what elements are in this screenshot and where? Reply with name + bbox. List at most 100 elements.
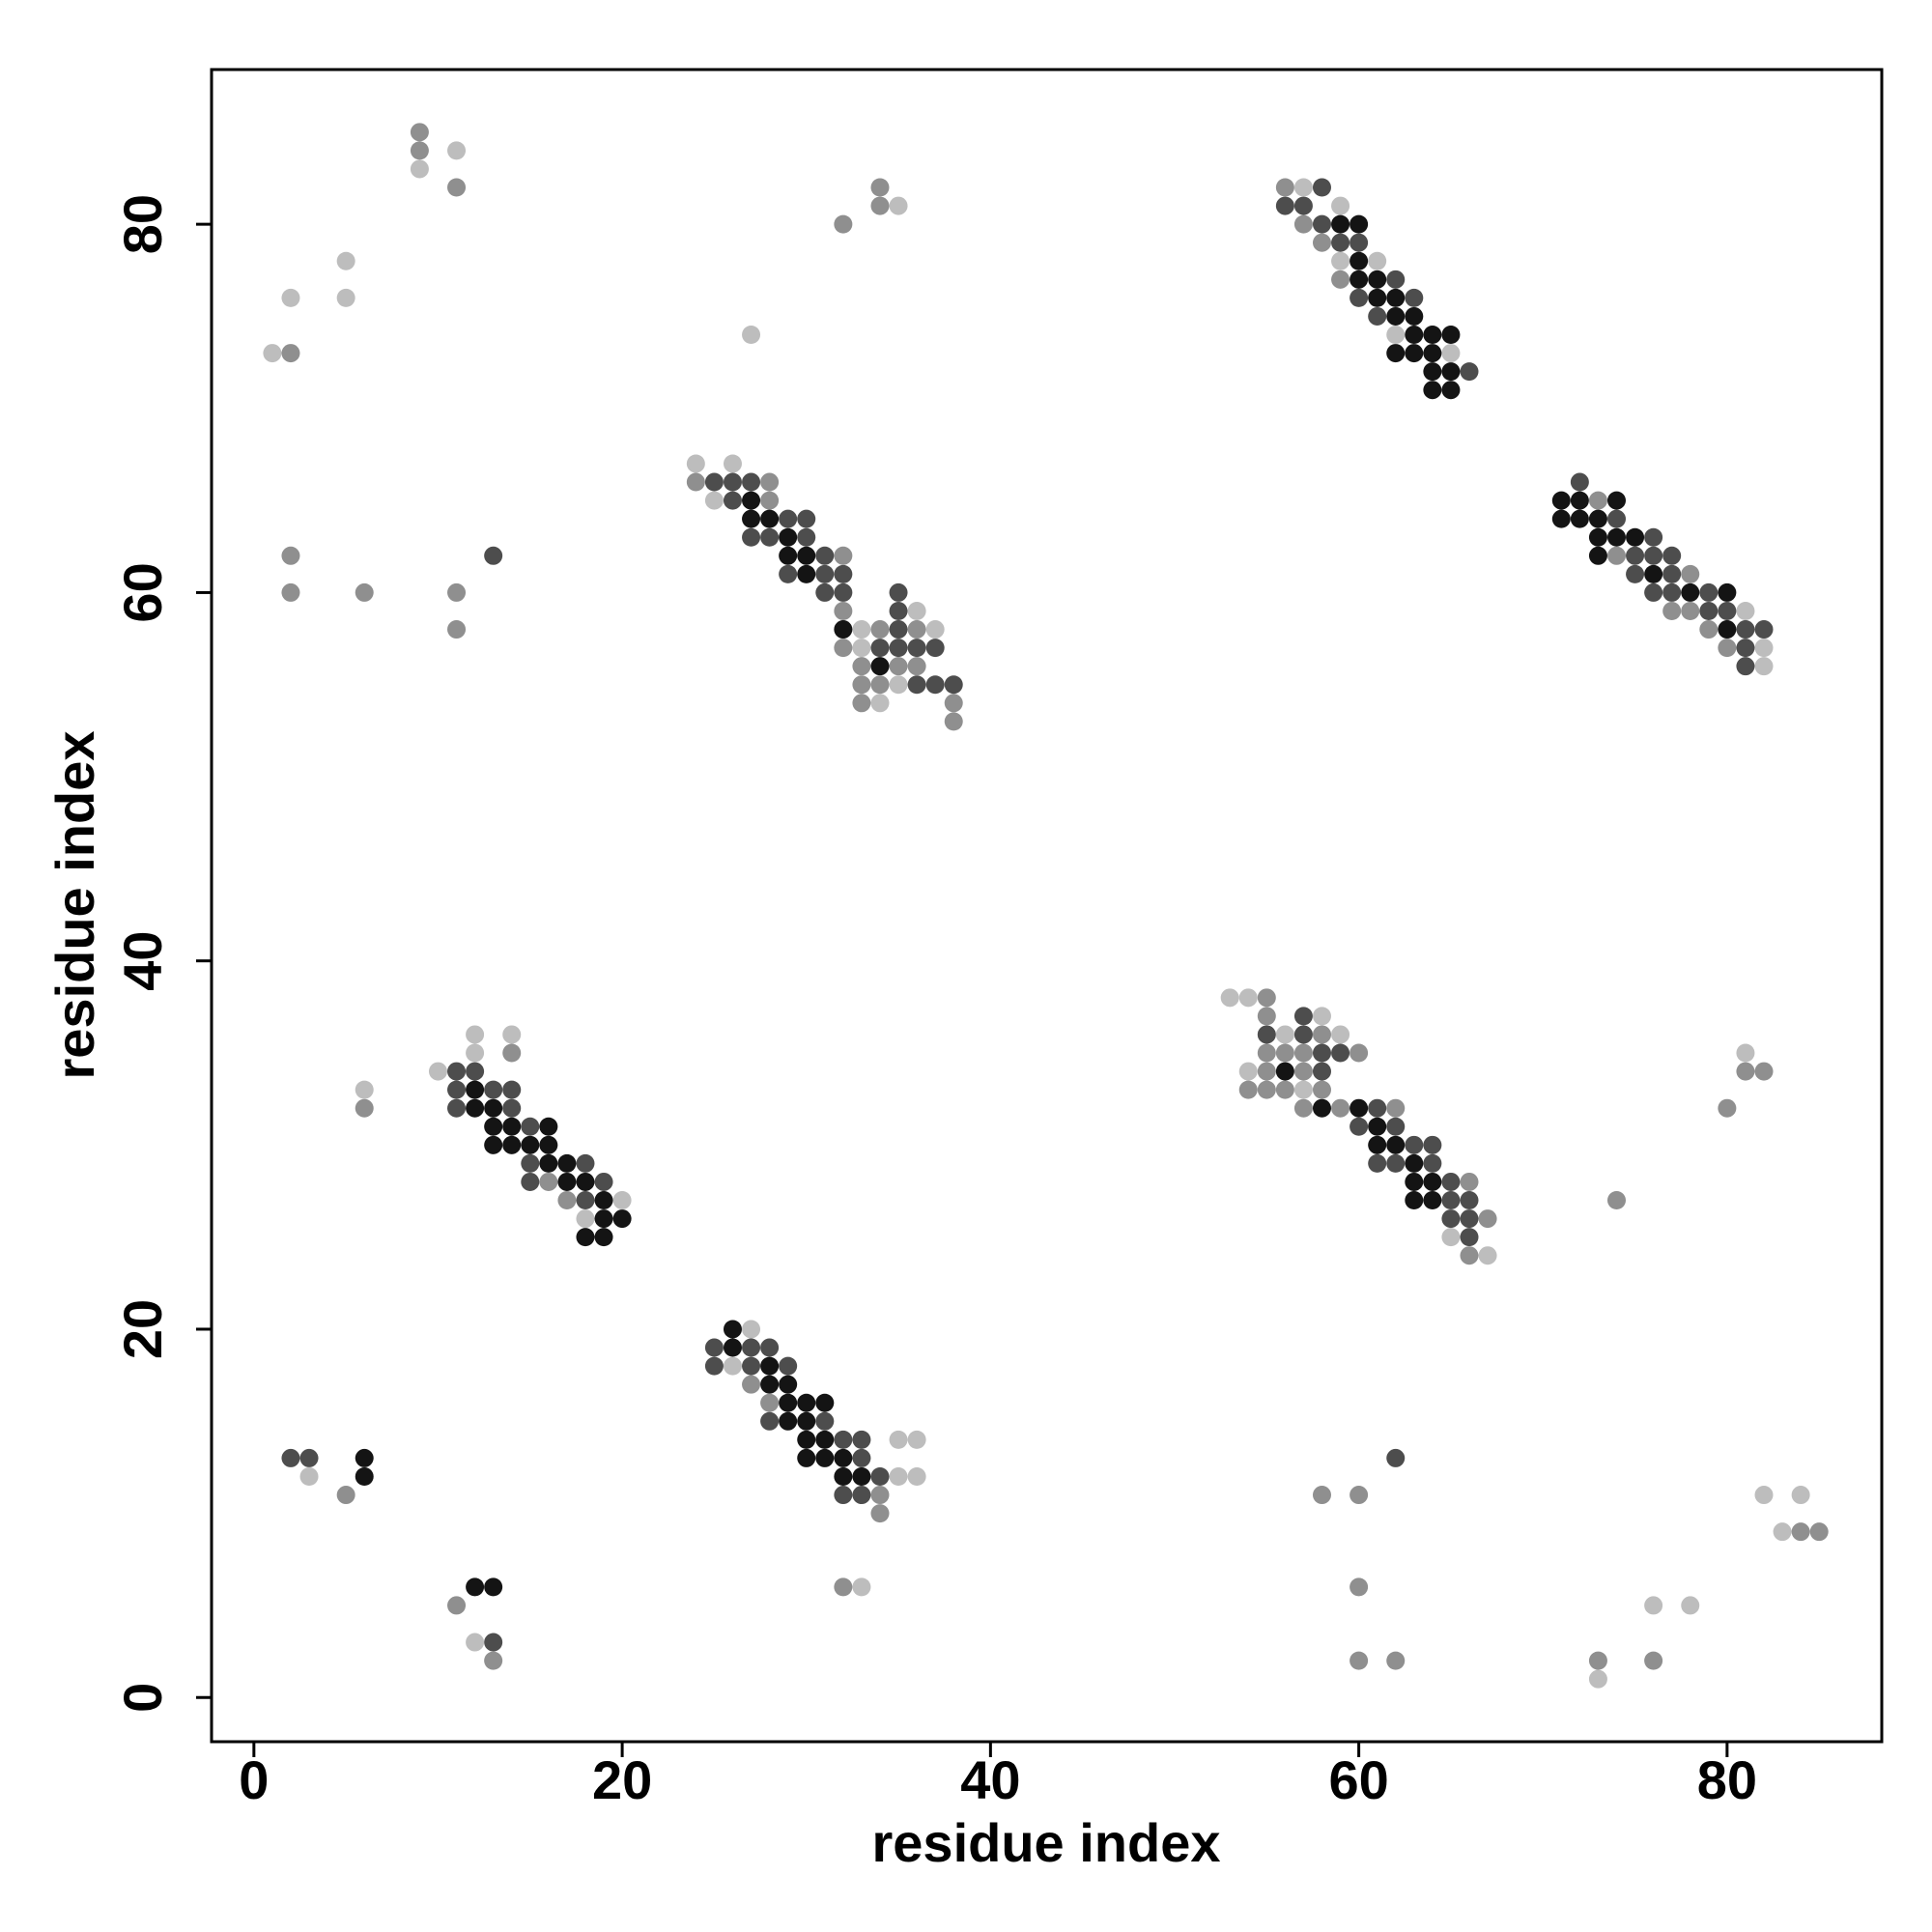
- point: [355, 1098, 374, 1118]
- point: [889, 639, 908, 658]
- point: [1441, 1172, 1461, 1191]
- point: [1312, 1025, 1331, 1044]
- point: [1368, 270, 1387, 289]
- point: [1386, 288, 1406, 307]
- point: [502, 1025, 522, 1044]
- point: [1386, 1448, 1406, 1467]
- point: [834, 639, 853, 658]
- point: [1460, 1172, 1479, 1191]
- x-tick-label: 60: [1328, 1749, 1388, 1810]
- point: [1718, 582, 1737, 602]
- point: [889, 620, 908, 639]
- point: [1570, 472, 1589, 492]
- point: [870, 639, 890, 658]
- point: [852, 1486, 871, 1505]
- point: [925, 675, 945, 695]
- point: [1350, 270, 1369, 289]
- point: [1312, 1043, 1331, 1063]
- y-tick-label: 80: [112, 194, 173, 254]
- point: [484, 1117, 503, 1136]
- point: [1331, 196, 1350, 215]
- point: [299, 1466, 319, 1486]
- point: [1350, 1098, 1369, 1118]
- point: [815, 1393, 835, 1412]
- point: [1570, 491, 1589, 510]
- point: [1588, 1669, 1607, 1689]
- point: [889, 1430, 908, 1449]
- point: [1809, 1522, 1829, 1542]
- point: [1441, 381, 1461, 400]
- point: [466, 1577, 485, 1597]
- point: [1350, 288, 1369, 307]
- point: [704, 491, 724, 510]
- point: [834, 1577, 853, 1597]
- point: [815, 582, 835, 602]
- point: [1626, 527, 1645, 547]
- point: [1368, 306, 1387, 326]
- point: [466, 1062, 485, 1081]
- point: [1441, 344, 1461, 363]
- point: [704, 1338, 724, 1357]
- point: [1405, 326, 1424, 345]
- point: [925, 639, 945, 658]
- point: [834, 214, 853, 234]
- point: [594, 1191, 613, 1210]
- point: [1312, 1486, 1331, 1505]
- point: [484, 1577, 503, 1597]
- point: [1368, 1098, 1387, 1118]
- point: [539, 1153, 558, 1173]
- point: [1460, 362, 1479, 382]
- point: [907, 657, 926, 676]
- point: [870, 657, 890, 676]
- point: [1350, 1117, 1369, 1136]
- point: [1257, 1080, 1276, 1099]
- point: [1681, 582, 1700, 602]
- point: [1441, 1209, 1461, 1229]
- point: [1386, 270, 1406, 289]
- point: [760, 1338, 780, 1357]
- point: [852, 639, 871, 658]
- point: [815, 546, 835, 565]
- point: [1312, 214, 1331, 234]
- point: [355, 582, 374, 602]
- point: [281, 1448, 300, 1467]
- point: [1386, 1651, 1406, 1670]
- point: [1312, 1080, 1331, 1099]
- point: [907, 1430, 926, 1449]
- point: [797, 1393, 816, 1412]
- point: [815, 564, 835, 583]
- point: [1386, 1098, 1406, 1118]
- point: [1257, 1043, 1276, 1063]
- point: [594, 1209, 613, 1229]
- point: [797, 1448, 816, 1467]
- point: [907, 1466, 926, 1486]
- point: [1423, 1172, 1442, 1191]
- point: [410, 123, 429, 142]
- point: [521, 1117, 540, 1136]
- point: [484, 546, 503, 565]
- point: [1368, 1117, 1387, 1136]
- plot-frame: [210, 68, 1884, 1744]
- point: [723, 472, 742, 492]
- point: [1405, 1191, 1424, 1210]
- point: [299, 1448, 319, 1467]
- point: [355, 1448, 374, 1467]
- point: [1754, 1486, 1774, 1505]
- point: [612, 1191, 632, 1210]
- point: [907, 620, 926, 639]
- point: [760, 1356, 780, 1376]
- point: [1460, 1209, 1479, 1229]
- point: [1644, 582, 1663, 602]
- point: [1644, 527, 1663, 547]
- point: [263, 344, 282, 363]
- point: [1423, 1135, 1442, 1154]
- point: [1386, 306, 1406, 326]
- point: [1331, 1025, 1350, 1044]
- point: [760, 1393, 780, 1412]
- point: [742, 491, 761, 510]
- point: [281, 344, 300, 363]
- point: [815, 1411, 835, 1431]
- point: [1681, 564, 1700, 583]
- point: [834, 564, 853, 583]
- point: [1441, 362, 1461, 382]
